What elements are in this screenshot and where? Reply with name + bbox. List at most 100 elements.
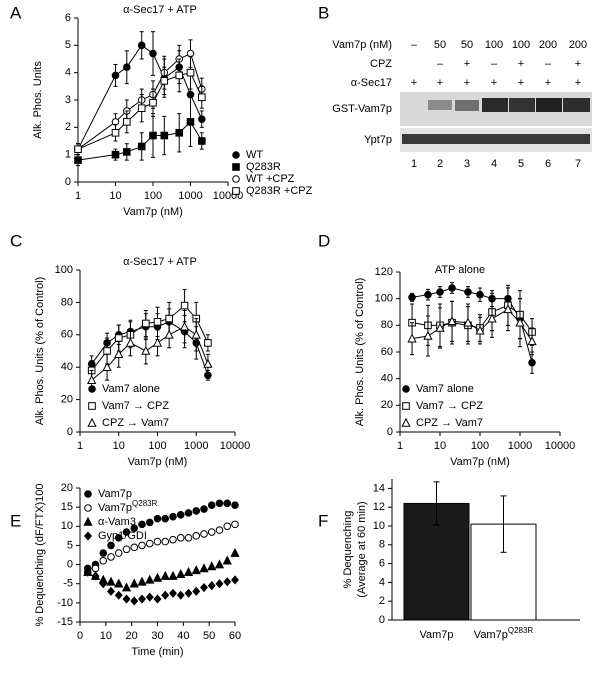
x-tick-label: 1 — [75, 190, 81, 202]
y-tick-label: 0 — [65, 176, 71, 188]
data-point — [214, 559, 225, 569]
data-point — [153, 537, 162, 546]
data-point — [130, 524, 139, 533]
blot-cell: 100 — [512, 39, 530, 51]
y-tick-label: 100 — [375, 293, 393, 305]
y-tick-label: 0 — [67, 558, 73, 570]
data-point — [515, 317, 525, 327]
x-tick-label: 100 — [144, 190, 162, 202]
data-point — [106, 576, 116, 586]
data-point — [111, 150, 120, 159]
blot-band — [482, 98, 508, 112]
data-point — [169, 512, 177, 521]
data-point — [107, 541, 115, 550]
lane-number: 4 — [491, 158, 497, 170]
legend-label: CPZ → Vam7 — [102, 417, 169, 429]
data-point — [149, 49, 157, 58]
data-point — [160, 77, 169, 85]
data-point — [122, 594, 131, 604]
data-point — [130, 543, 139, 552]
data-point — [111, 71, 120, 80]
data-point — [192, 507, 201, 515]
x-tick-label: 10 — [100, 630, 112, 642]
legend-label: CPZ → Vam7 — [416, 417, 483, 429]
data-point — [114, 590, 123, 600]
legend-label: Q283R +CPZ — [246, 185, 313, 197]
x-tick-label: 1 — [397, 440, 403, 452]
blot-row-label: α-Sec17 — [351, 77, 392, 89]
legend-label-main: CPZ → Vam7 — [416, 417, 483, 429]
y-tick-label: 4 — [65, 67, 71, 79]
lane-number: 1 — [411, 158, 417, 170]
data-point — [137, 576, 147, 586]
data-point — [223, 577, 232, 587]
x-tick-label: 1000 — [508, 440, 532, 452]
chart-title: α-Sec17 + ATP — [123, 256, 197, 268]
blot-cell: 200 — [539, 39, 557, 51]
y-tick-label: 12 — [373, 501, 385, 513]
legend-label: Vam7p — [98, 488, 132, 500]
blot-cell: + — [464, 58, 470, 70]
legend-label-main: Vam7 → CPZ — [416, 400, 483, 412]
legend-marker — [232, 151, 240, 159]
data-point — [176, 590, 185, 600]
y-tick-label: 60 — [61, 329, 73, 341]
panel-letter: E — [10, 511, 21, 530]
blot-cell: + — [518, 58, 524, 70]
legend-marker — [83, 516, 93, 526]
data-point — [407, 333, 417, 343]
legend-label-main: Vam7 alone — [102, 383, 160, 395]
blot-cell: + — [545, 77, 551, 89]
data-point — [74, 145, 82, 153]
legend-marker — [232, 175, 240, 183]
y-tick-label: 8 — [379, 539, 385, 551]
data-point — [161, 590, 170, 600]
data-point — [423, 330, 433, 340]
y-tick-label: 40 — [381, 373, 393, 385]
x-axis-label: Vam7p (nM) — [450, 456, 510, 468]
y-tick-label: 2 — [65, 121, 71, 133]
data-point — [528, 358, 536, 367]
blot-cell: – — [545, 58, 552, 70]
data-point — [160, 570, 170, 580]
y-tick-label: -15 — [57, 616, 73, 628]
data-point — [184, 588, 193, 598]
data-point — [207, 501, 216, 510]
data-point — [184, 533, 193, 542]
data-point — [114, 549, 123, 557]
data-point — [186, 118, 195, 126]
legend-label: Vam7 → CPZ — [416, 400, 483, 412]
y-tick-label: 0 — [387, 426, 393, 438]
legend-label: Vam7pQ283R — [98, 499, 158, 514]
y-tick-label: 100 — [55, 264, 73, 276]
legend-marker — [88, 385, 96, 393]
y-tick-label: 0 — [67, 426, 73, 438]
y-axis-label: Alk. Phos. Units (% of Control) — [354, 278, 366, 427]
data-point — [503, 304, 513, 314]
data-point — [199, 563, 209, 573]
blot-row-label: CPZ — [370, 58, 392, 70]
error-bar — [433, 481, 440, 526]
x-tick-label: 100 — [471, 440, 489, 452]
data-point — [231, 520, 239, 529]
data-point — [91, 564, 100, 573]
data-point — [475, 325, 485, 335]
x-tick-label-sup: Q283R — [508, 626, 534, 635]
data-point — [176, 568, 186, 578]
data-point — [435, 322, 445, 332]
y-tick-label: 1 — [65, 149, 71, 161]
legend-label-main: α-Vam3 — [98, 516, 136, 528]
x-tick-label: 100 — [148, 440, 166, 452]
y-axis-label: Alk. Phos. Units — [32, 61, 44, 139]
data-point — [207, 528, 216, 536]
chart-title: α-Sec17 + ATP — [123, 4, 197, 16]
blot-band — [428, 100, 452, 110]
data-point — [153, 594, 162, 604]
data-point — [114, 334, 123, 342]
data-point — [161, 514, 170, 523]
blot-cell: – — [491, 58, 498, 70]
lane-number: 3 — [464, 158, 470, 170]
legend-label: α-Vam3 — [98, 516, 136, 528]
y-tick-label: 0 — [379, 614, 385, 626]
